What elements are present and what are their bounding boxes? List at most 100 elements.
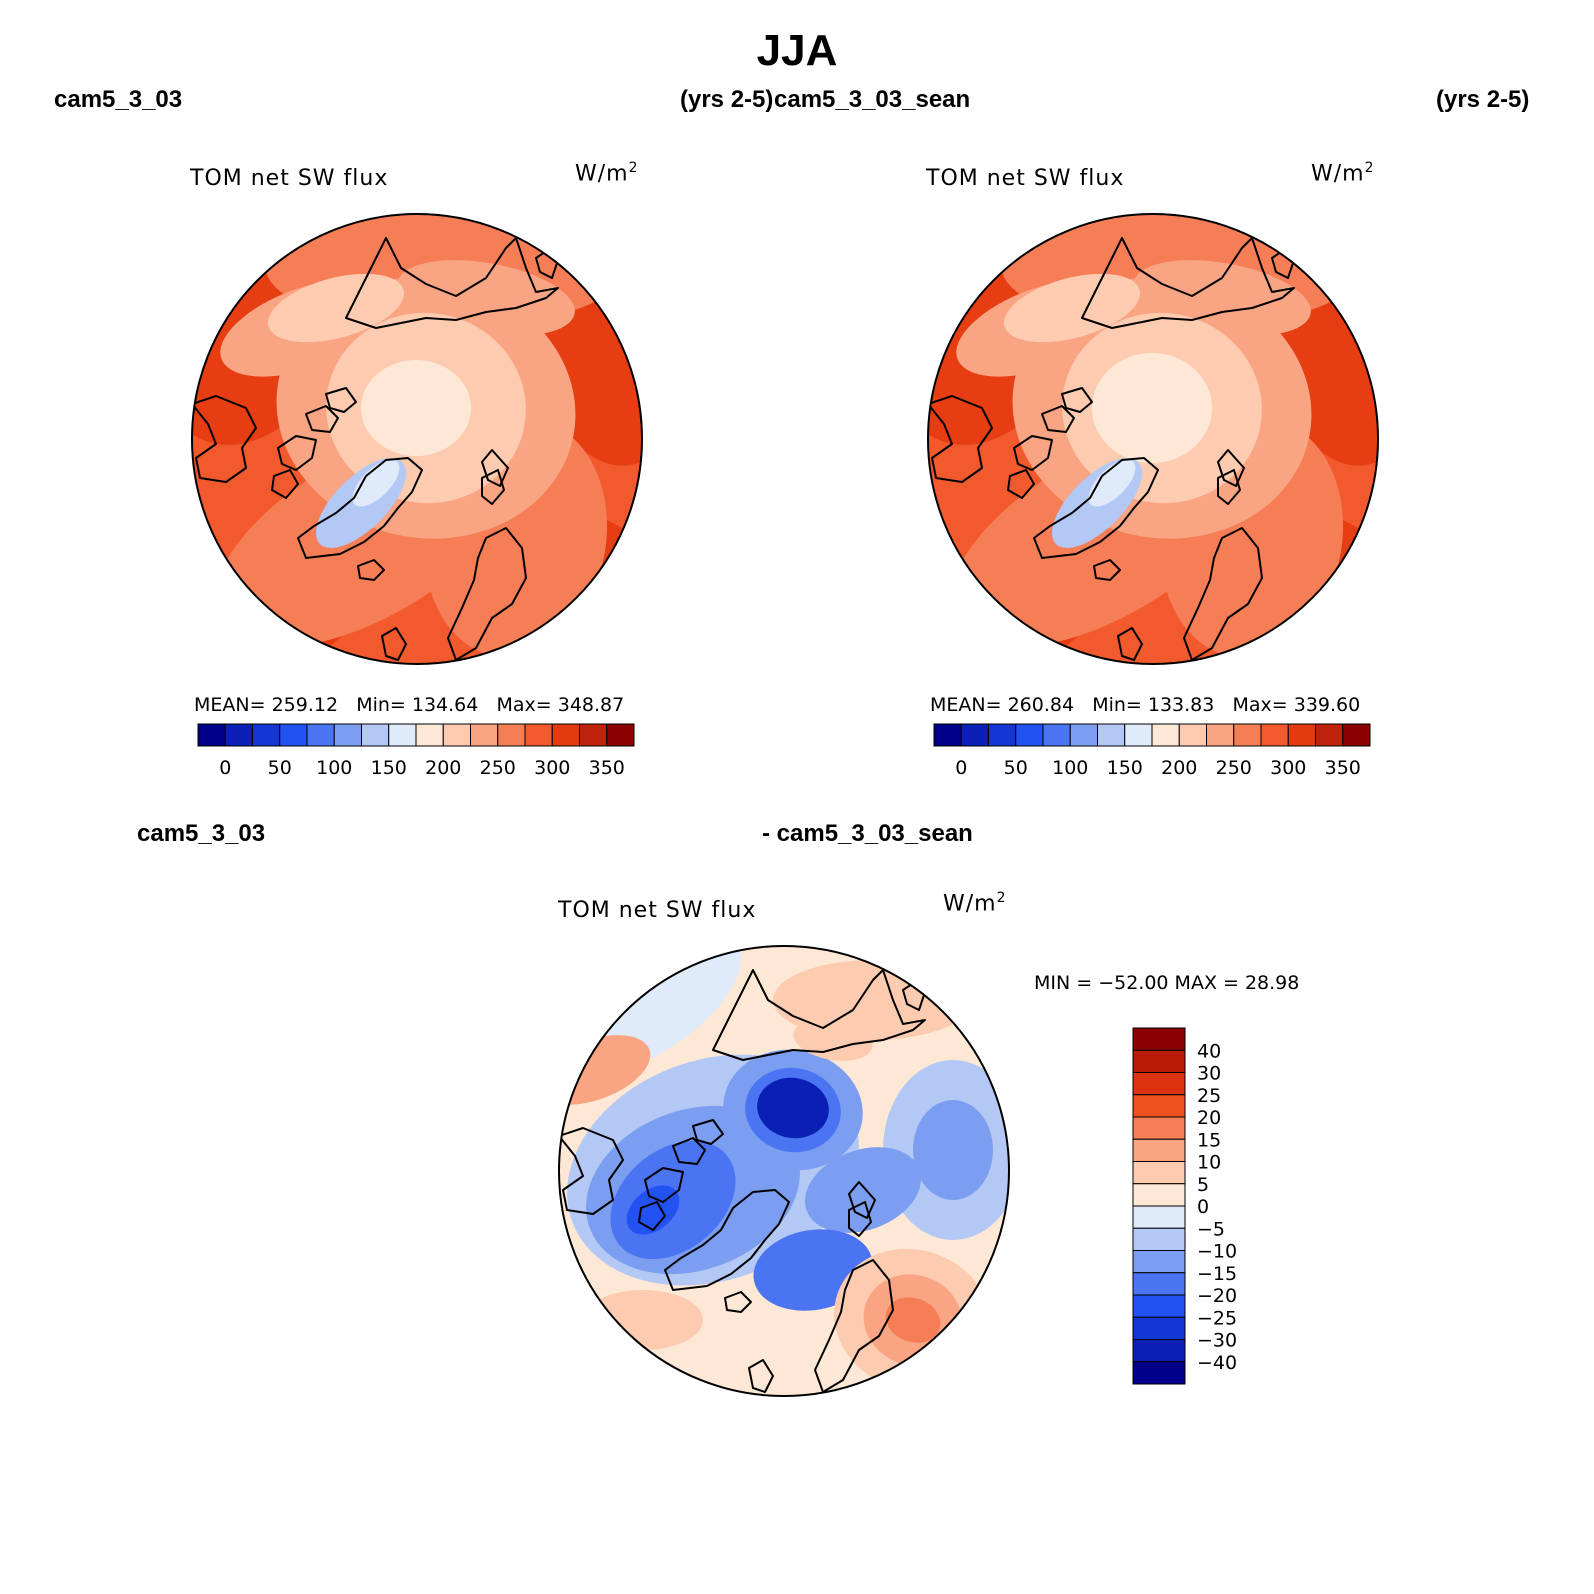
panel1-units-exponent: 2 [628,160,639,176]
panel1-polar-map [191,213,643,665]
colorbar-swatch [551,723,580,747]
colorbar-swatch [497,723,526,747]
island-coastline [325,387,357,413]
siberia-coastline [345,237,559,329]
island-coastline [692,1119,724,1145]
panel2-variable-title: TOM net SW flux [926,166,1125,191]
island-coastline [638,1201,666,1231]
iceland-coastline [357,559,385,581]
colorbar-tick-label: 200 [1161,757,1197,779]
island-coastline [277,435,317,471]
panel1-stats: MEAN= 259.12 Min= 134.64 Max= 348.87 [194,694,624,716]
colorbar-swatch [388,723,417,747]
colorbar-tick-label: 40 [1197,1040,1221,1062]
novaya-zemlya-coastline [1217,449,1245,487]
britain-coastline [748,1359,774,1393]
scandinavia-coastline [1183,527,1263,661]
colorbar-tick-label: −15 [1197,1263,1237,1285]
panel1-max-label: Max= [496,694,552,716]
britain-coastline [1117,627,1143,661]
svalbard-coastline [848,1201,872,1237]
island-coastline [1061,387,1093,413]
panel2-mean-label: MEAN= [930,694,1002,716]
colorbar-swatch [333,723,362,747]
contour-region [804,1147,922,1233]
britain-coastline [381,627,407,661]
panel2-min-value: 133.83 [1147,694,1215,716]
north-america-coastline [928,395,993,483]
scandinavia-coastline [814,1259,894,1393]
panel1-units: W/m2 [575,160,639,186]
colorbar-swatch [960,723,989,747]
colorbar-swatch [415,723,444,747]
siberia-coastline [1081,237,1295,329]
colorbar-tick-label: 0 [219,757,231,779]
diff-units-base: W/m [943,891,997,917]
colorbar-swatch [1015,723,1044,747]
diff-units: W/m2 [943,890,1007,916]
colorbar-swatch [933,723,962,747]
panel1-min-label: Min= [356,694,406,716]
colorbar-swatch [1132,1116,1186,1140]
colorbar-swatch [1151,723,1180,747]
colorbar-swatch [579,723,608,747]
colorbar-tick-label: −40 [1197,1352,1237,1374]
north-america-coastline [192,395,257,483]
colorbar-tick-label: −10 [1197,1241,1237,1263]
colorbar-swatch [1178,723,1207,747]
panel2-min-label: Min= [1092,694,1142,716]
season-title: JJA [756,26,838,75]
contour-region [913,1100,993,1200]
colorbar-swatch [1069,723,1098,747]
colorbar-swatch [1132,1339,1186,1363]
panel1-mean-value: 259.12 [271,694,339,716]
colorbar-tick-label: 200 [425,757,461,779]
island-coastline [1013,435,1053,471]
colorbar-tick-label: 350 [1325,757,1361,779]
colorbar-swatch [1132,1250,1186,1274]
colorbar-swatch [1233,723,1262,747]
panel2-polar-map [927,213,1379,665]
panel2-colorbar: 0 50 100 150 200 250 300 350 [933,723,1371,779]
panel1-years-label: (yrs 2-5) [680,86,774,113]
panel2-map-border [927,213,1379,665]
colorbar-tick-label: 250 [1216,757,1252,779]
island-coastline [1007,469,1035,499]
colorbar-swatch [1042,723,1071,747]
contour-region [1092,353,1212,463]
colorbar-tick-label: 10 [1197,1152,1221,1174]
contour-region [583,1290,703,1350]
panel2-stats: MEAN= 260.84 Min= 133.83 Max= 339.60 [930,694,1360,716]
panel2-units-base: W/m [1311,161,1365,187]
colorbar-swatch [524,723,553,747]
panel2-mean-value: 260.84 [1007,694,1075,716]
contour-region [757,1077,829,1139]
colorbar-swatch [1132,1094,1186,1118]
panel1-variable-title: TOM net SW flux [190,166,389,191]
panel2-case-label: cam5_3_03_sean [774,86,971,113]
colorbar-swatch [1132,1183,1186,1207]
colorbar-tick-label: −5 [1197,1218,1225,1240]
panel2-units: W/m2 [1311,160,1375,186]
colorbar-swatch [252,723,281,747]
colorbar-swatch [224,723,253,747]
contour-region [1088,459,1136,507]
panel1-max-value: 348.87 [557,694,625,716]
iceland-coastline [724,1291,752,1313]
colorbar-swatch [1132,1361,1186,1385]
panel1-map-border [191,213,643,665]
island-coastline [1041,405,1075,433]
colorbar-tick-label: 50 [268,757,292,779]
colorbar-swatch [1206,723,1235,747]
colorbar-swatch [197,723,226,747]
north-america-coastline [559,1127,624,1215]
colorbar-tick-label: 0 [955,757,967,779]
colorbar-swatch [1132,1027,1186,1051]
colorbar-swatch [1132,1049,1186,1073]
iceland-coastline [1093,559,1121,581]
colorbar-tick-label: 250 [480,757,516,779]
greenland-coastline [1033,457,1159,559]
colorbar-tick-label: −20 [1197,1285,1237,1307]
colorbar-swatch [1260,723,1289,747]
